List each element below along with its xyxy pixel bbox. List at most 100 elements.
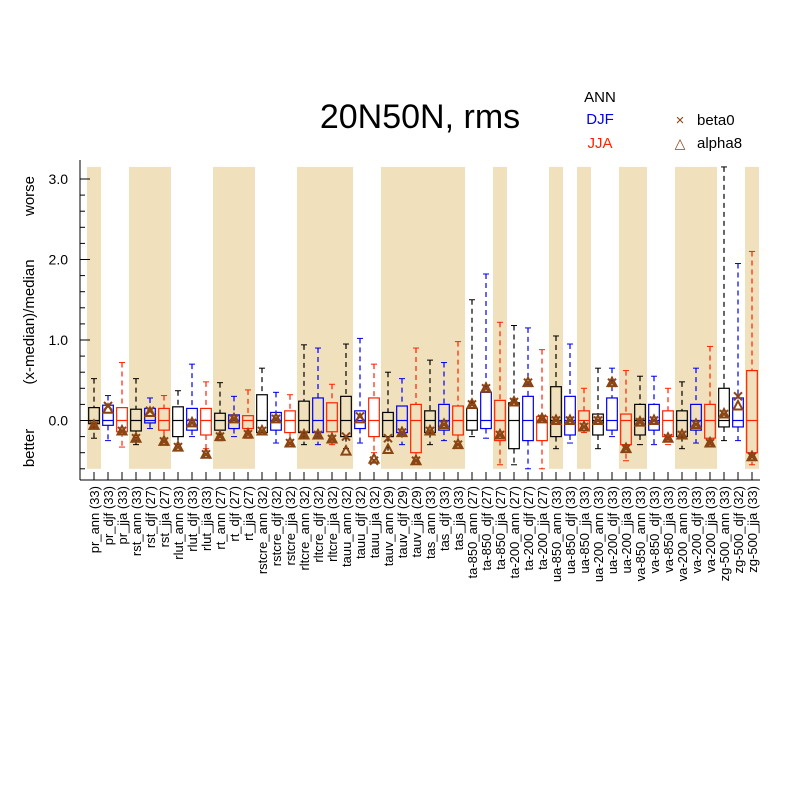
alpha8-marker (689, 417, 703, 430)
box-32 (536, 349, 548, 470)
alpha8-marker (619, 441, 633, 454)
x-tick-label: tas_jja (33) (451, 486, 466, 550)
box-iqr (284, 410, 296, 434)
alpha8-marker (353, 411, 367, 424)
alpha8-marker (409, 453, 423, 466)
beta0-marker (383, 433, 393, 443)
box-28 (480, 273, 492, 439)
x-tick-label: ua-200_jja (33) (619, 486, 634, 573)
alpha8-marker (157, 434, 171, 446)
alpha8-marker (101, 402, 115, 414)
shaded-band-6 (549, 166, 563, 469)
shaded-band-5 (493, 166, 507, 469)
alpha8-marker (535, 411, 549, 424)
alpha8-marker (269, 411, 283, 424)
x-tick-label: rltcre_djf (32) (311, 486, 326, 563)
box-iqr (326, 402, 338, 433)
box-iqr (354, 410, 366, 430)
alpha8-marker (731, 398, 745, 411)
alpha8-marker (395, 425, 409, 438)
alpha8-marker (129, 431, 143, 443)
x-tick-label: va-200_djf (33) (689, 486, 704, 573)
box-iqr (648, 403, 660, 431)
x-tick-label: rlut_ann (33) (171, 486, 186, 560)
x-tick-label: va-850_ann (33) (633, 486, 648, 581)
box-34 (564, 343, 576, 444)
x-tick-label: tauu_jja (32) (367, 486, 382, 558)
box-40 (648, 375, 660, 446)
beta0-stroke-b (383, 433, 393, 443)
beta0-stroke-b (733, 391, 743, 402)
alpha8-marker (605, 375, 619, 388)
beta0-marker (733, 391, 743, 402)
box-iqr (508, 402, 520, 450)
alpha8-marker (647, 413, 661, 425)
alpha8-marker (549, 413, 563, 425)
box-29 (494, 321, 506, 466)
alpha8-marker (283, 435, 297, 448)
box-10 (228, 395, 240, 438)
alpha8-marker (143, 405, 157, 417)
x-tick-label: ta-850_djf (27) (479, 486, 494, 571)
alpha8-marker (423, 423, 437, 436)
box-41 (662, 387, 674, 446)
alpha8-marker (227, 411, 241, 424)
x-tick-label: rst_djf (27) (143, 486, 158, 548)
x-tick-label: tauv_jja (29) (409, 486, 424, 558)
beta0-stroke-b (341, 431, 351, 442)
box-iqr (466, 407, 478, 431)
alpha8-marker (493, 427, 507, 440)
box-iqr (382, 411, 394, 438)
alpha8-marker (633, 414, 647, 427)
box-iqr (522, 395, 534, 442)
box-iqr (690, 403, 702, 431)
alpha8-marker (325, 431, 339, 444)
alpha8-marker (703, 435, 717, 448)
box-iqr (424, 410, 436, 434)
y-tick-label: 2.0 (49, 252, 69, 268)
legend-beta0-label: beta0 (697, 112, 735, 129)
box-iqr (480, 391, 492, 430)
x-tick-label: zg-500_djf (32) (731, 486, 746, 573)
alpha8-marker (437, 417, 451, 430)
box-iqr (564, 395, 576, 436)
y-annotation-better: better (21, 429, 38, 467)
alpha8-marker (213, 429, 227, 442)
x-tick-label: rlut_djf (33) (185, 486, 200, 552)
alpha8-marker (717, 406, 731, 419)
box-45 (718, 166, 730, 442)
alpha8-marker (255, 423, 269, 436)
alpha8-marker (507, 394, 521, 407)
box-6 (172, 390, 184, 446)
box-iqr (88, 407, 100, 425)
x-tick-label: ta-200_jja (27) (535, 486, 550, 570)
x-tick-label: tas_djf (33) (437, 486, 452, 551)
x-tick-label: rst_ann (33) (129, 486, 144, 556)
box-iqr (186, 407, 198, 431)
alpha8-marker (241, 427, 255, 439)
box-12 (256, 367, 268, 434)
box-iqr (606, 397, 618, 431)
x-tick-label: rst_jja (27) (157, 486, 172, 547)
shaded-band-0 (87, 166, 101, 469)
alpha8-marker (591, 413, 605, 425)
box-27 (466, 299, 478, 438)
x-tick-label: va-850_djf (33) (647, 486, 662, 573)
x-tick-label: ta-200_djf (27) (521, 486, 536, 571)
x-tick-label: ua-200_ann (33) (591, 486, 606, 582)
alpha8-marker (185, 415, 199, 428)
legend-label-ann: ANN (584, 89, 616, 106)
legend-beta0-symbol: × (676, 112, 685, 129)
x-tick-label: rstcre_djf (32) (269, 486, 284, 566)
boxplot-series (88, 166, 758, 470)
shaded-band-2 (213, 166, 255, 469)
box-46 (732, 263, 744, 442)
model-markers (87, 375, 759, 466)
x-tick-label: ua-200_djf (33) (605, 486, 620, 574)
alpha8-marker (675, 427, 689, 440)
box-20 (368, 363, 380, 454)
x-tick-label: tas_ann (33) (423, 486, 438, 559)
alpha8-marker (661, 431, 675, 443)
